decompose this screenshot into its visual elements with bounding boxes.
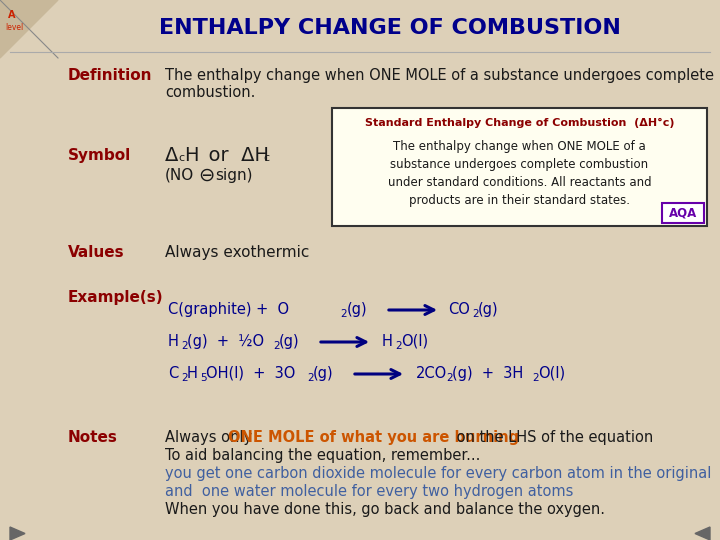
Text: When you have done this, go back and balance the oxygen.: When you have done this, go back and bal… (165, 502, 605, 517)
Text: 2: 2 (532, 373, 539, 383)
Text: CO: CO (448, 302, 470, 317)
Text: ENTHALPY CHANGE OF COMBUSTION: ENTHALPY CHANGE OF COMBUSTION (159, 18, 621, 38)
Text: O(l): O(l) (401, 334, 428, 349)
Text: 2: 2 (472, 309, 479, 319)
Text: (g): (g) (478, 302, 499, 317)
Text: C(graphite) +  O: C(graphite) + O (168, 302, 289, 317)
Text: 2: 2 (446, 373, 453, 383)
Text: (g): (g) (279, 334, 300, 349)
Text: (g): (g) (347, 302, 368, 317)
Text: To aid balancing the equation, remember...: To aid balancing the equation, remember.… (165, 448, 480, 463)
Text: 2: 2 (340, 309, 346, 319)
Text: Values: Values (68, 245, 125, 260)
Text: H: H (168, 334, 179, 349)
Polygon shape (695, 527, 710, 540)
Text: you get one carbon dioxide molecule for every carbon atom in the original: you get one carbon dioxide molecule for … (165, 466, 711, 481)
Text: C: C (168, 366, 179, 381)
Text: H: H (382, 334, 393, 349)
Text: Δ: Δ (165, 146, 179, 165)
Text: Example(s): Example(s) (68, 290, 163, 305)
Text: Symbol: Symbol (68, 148, 131, 163)
Text: 2: 2 (181, 373, 188, 383)
FancyBboxPatch shape (332, 108, 707, 226)
Text: products are in their standard states.: products are in their standard states. (409, 194, 630, 207)
Text: H: H (184, 146, 199, 165)
Text: substance undergoes complete combustion: substance undergoes complete combustion (390, 158, 649, 171)
Text: (NO: (NO (165, 168, 194, 183)
FancyBboxPatch shape (0, 0, 720, 52)
Polygon shape (0, 0, 58, 58)
Text: A: A (8, 10, 16, 20)
Text: Standard Enthalpy Change of Combustion  (ΔH°c): Standard Enthalpy Change of Combustion (… (365, 118, 674, 128)
Text: 2: 2 (395, 341, 402, 351)
Text: c: c (263, 153, 269, 163)
Text: The enthalpy change when ONE MOLE of a substance undergoes complete: The enthalpy change when ONE MOLE of a s… (165, 68, 714, 83)
Text: Definition: Definition (68, 68, 153, 83)
Text: sign): sign) (215, 168, 253, 183)
Text: or  ΔH: or ΔH (196, 146, 269, 165)
Text: Always only: Always only (165, 430, 257, 445)
Text: Notes: Notes (68, 430, 118, 445)
Text: ONE MOLE of what you are burning: ONE MOLE of what you are burning (228, 430, 519, 445)
FancyBboxPatch shape (662, 203, 704, 223)
Text: and  one water molecule for every two hydrogen atoms: and one water molecule for every two hyd… (165, 484, 573, 499)
Text: 2: 2 (181, 341, 188, 351)
Text: on the LHS of the equation: on the LHS of the equation (452, 430, 653, 445)
Text: O(l): O(l) (538, 366, 565, 381)
Text: (g)  +  ½O: (g) + ½O (187, 334, 264, 349)
Text: Always exothermic: Always exothermic (165, 245, 310, 260)
Text: The enthalpy change when ONE MOLE of a: The enthalpy change when ONE MOLE of a (393, 140, 646, 153)
Text: level: level (5, 23, 23, 32)
Text: c: c (178, 153, 184, 163)
Text: combustion.: combustion. (165, 85, 256, 100)
Text: (g)  +  3H: (g) + 3H (452, 366, 523, 381)
Text: AQA: AQA (669, 206, 697, 219)
Text: 2CO: 2CO (416, 366, 447, 381)
Text: 2: 2 (307, 373, 314, 383)
Text: ⊖: ⊖ (198, 166, 215, 185)
Text: 5: 5 (200, 373, 207, 383)
Text: H: H (187, 366, 198, 381)
Text: 2: 2 (273, 341, 279, 351)
Text: OH(l)  +  3O: OH(l) + 3O (206, 366, 295, 381)
Text: under standard conditions. All reactants and: under standard conditions. All reactants… (387, 176, 652, 189)
Text: (g): (g) (313, 366, 333, 381)
Polygon shape (10, 527, 25, 540)
